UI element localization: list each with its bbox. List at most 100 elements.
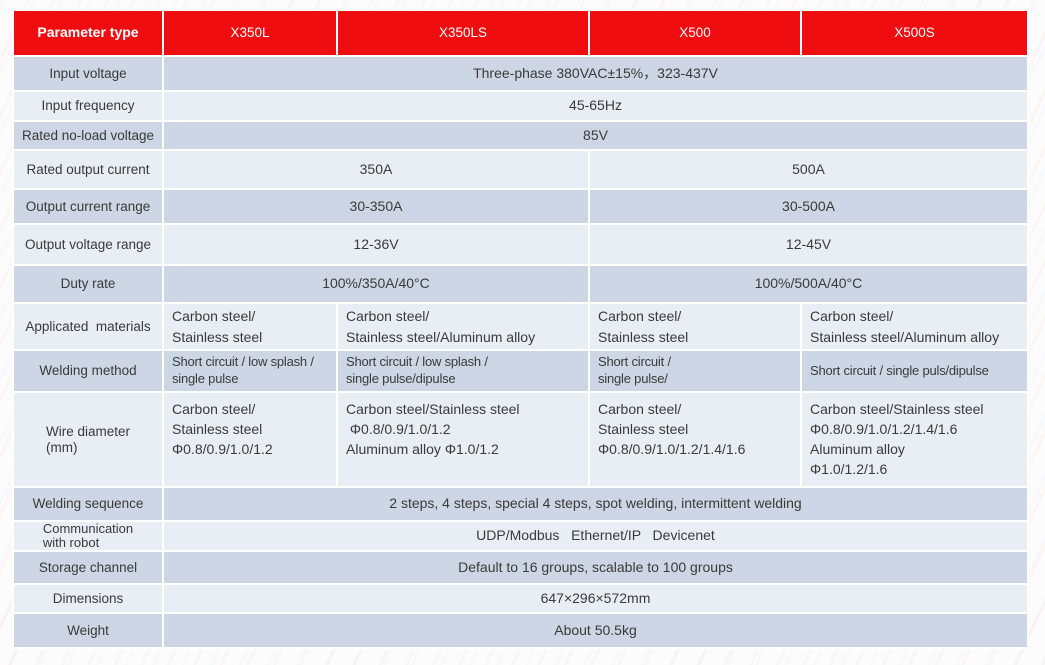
spec-value: Short circuit / low splash / single puls… [172,354,314,386]
spec-value: 350A [359,160,393,177]
param-label-cell: Storage channel [14,552,162,584]
spec-value-cell: 647×296×572mm [164,585,1027,613]
row-output-current-range: Output current range 30-350A 30-500A [14,190,1027,223]
spec-value-cell-500: 12-45V [590,225,1027,264]
param-label: Dimensions [52,590,124,606]
spec-value: Carbon steel/Stainless steel Φ0.8/0.9/1.… [346,401,520,457]
param-label-cell: Rated no-load voltage [14,122,162,149]
spec-value: Three-phase 380VAC±15%，323-437V [473,64,718,81]
spec-value: 100%/350A/40°C [322,275,430,292]
spec-value-cell: 85V [164,122,1027,149]
table-header-row: Parameter type X350L X350LS X500 X500S [14,11,1027,55]
row-input-voltage: Input voltage Three-phase 380VAC±15%，323… [14,57,1027,90]
param-label: Rated no-load voltage [21,127,155,143]
header-model-x500: X500 [590,11,800,55]
spec-value-cell: Three-phase 380VAC±15%，323-437V [164,57,1027,90]
spec-value-cell-x500: Carbon steel/ Stainless steel Φ0.8/0.9/1… [590,393,800,486]
spec-value-cell-x350ls: Carbon steel/ Stainless steel/Aluminum a… [338,304,588,349]
param-label: Communication with robot [42,522,134,551]
row-storage-channel: Storage channel Default to 16 groups, sc… [14,552,1027,584]
spec-value-cell-x500s: Carbon steel/Stainless steel Φ0.8/0.9/1.… [802,393,1027,486]
spec-value: 100%/500A/40°C [754,275,863,292]
spec-value: Short circuit / low splash / single puls… [346,354,488,386]
header-parameter-type: Parameter type [14,11,162,55]
spec-value: 85V [583,126,608,143]
param-label: Output voltage range [24,236,152,252]
spec-value-cell-350: 30-350A [164,190,588,223]
spec-value: 500A [792,160,825,177]
spec-value-cell-x500s: Short circuit / single puls/dipulse [802,351,1027,391]
param-label-cell: Welding method [14,351,162,391]
spec-value: 12-36V [353,235,399,252]
row-rated-no-load-voltage: Rated no-load voltage 85V [14,122,1027,149]
param-label-cell: Rated output current [14,151,162,188]
param-label-cell: Dimensions [14,585,162,613]
spec-value-cell-x350l: Carbon steel/ Stainless steel Φ0.8/0.9/1… [164,393,336,486]
spec-value: Short circuit / single puls/dipulse [810,362,989,378]
spec-value-cell: Default to 16 groups, scalable to 100 gr… [164,552,1027,584]
param-label: Rated output current [26,161,150,177]
row-wire-diameter: Wire diameter (mm) Carbon steel/ Stainle… [14,393,1027,486]
param-label: Storage channel [38,559,138,575]
spec-value-cell-x500: Carbon steel/ Stainless steel [590,304,800,349]
spec-value-cell-x350l: Carbon steel/ Stainless steel [164,304,336,349]
spec-value: 45-65Hz [569,97,622,114]
spec-value-cell: 45-65Hz [164,92,1027,120]
spec-value: About 50.5kg [554,621,637,638]
row-dimensions: Dimensions 647×296×572mm [14,585,1027,613]
param-label-cell: Wire diameter (mm) [14,393,162,486]
spec-value-cell-x500: Short circuit / single pulse/ [590,351,800,391]
spec-value: 12-45V [785,235,832,252]
param-label: Duty rate [60,276,116,292]
header-model-x500-label: X500 [679,24,711,40]
param-label: Welding method [39,363,137,379]
spec-value-cell-350: 350A [164,151,588,188]
spec-value-cell-350: 12-36V [164,225,588,264]
param-label-cell: Duty rate [14,266,162,302]
param-label: Input frequency [41,98,135,114]
param-label-cell: Applicated materials [14,304,162,349]
spec-value: 2 steps, 4 steps, special 4 steps, spot … [389,495,802,512]
spec-value: Carbon steel/Stainless steel Φ0.8/0.9/1.… [810,401,984,477]
spec-value: Carbon steel/ Stainless steel Φ0.8/0.9/1… [172,401,273,457]
row-welding-method: Welding method Short circuit / low splas… [14,351,1027,391]
param-label-cell: Communication with robot [14,522,162,551]
param-label-cell: Welding sequence [14,488,162,520]
spec-value-cell-500: 30-500A [590,190,1027,223]
row-duty-rate: Duty rate 100%/350A/40°C 100%/500A/40°C [14,266,1027,302]
spec-value: UDP/Modbus Ethernet/IP Devicenet [476,527,715,544]
parameter-spec-table: Parameter type X350L X350LS X500 X500S I… [12,9,1029,650]
spec-value: 30-350A [349,197,403,214]
spec-value: Carbon steel/ Stainless steel Φ0.8/0.9/1… [598,401,746,457]
spec-value-cell: 2 steps, 4 steps, special 4 steps, spot … [164,488,1027,520]
row-communication-with-robot: Communication with robot UDP/Modbus Ethe… [14,522,1027,551]
row-welding-sequence: Welding sequence 2 steps, 4 steps, speci… [14,488,1027,520]
spec-value: 30-500A [782,197,835,214]
header-model-x350ls: X350LS [338,11,588,55]
header-model-x500s: X500S [802,11,1027,55]
param-label: Weight [67,622,109,638]
param-label: Wire diameter (mm) [45,423,131,455]
param-label: Input voltage [49,65,127,81]
row-applicated-materials: Applicated materials Carbon steel/ Stain… [14,304,1027,349]
spec-value-cell-500: 100%/500A/40°C [590,266,1027,302]
spec-value-cell: UDP/Modbus Ethernet/IP Devicenet [164,522,1027,551]
param-label-cell: Output current range [14,190,162,223]
spec-value-cell-500: 500A [590,151,1027,188]
spec-value-cell-350: 100%/350A/40°C [164,266,588,302]
param-label: Output current range [25,198,151,214]
param-label-cell: Weight [14,614,162,648]
spec-value-cell-x350ls: Carbon steel/Stainless steel Φ0.8/0.9/1.… [338,393,588,486]
param-label-cell: Output voltage range [14,225,162,264]
spec-value: Carbon steel/ Stainless steel [172,307,263,345]
header-model-x350l-label: X350L [230,24,270,40]
spec-value: 647×296×572mm [540,589,651,606]
header-parameter-type-label: Parameter type [37,24,139,41]
spec-value: Carbon steel/ Stainless steel/Aluminum a… [810,307,1000,345]
spec-value-cell-x500s: Carbon steel/ Stainless steel/Aluminum a… [802,304,1027,349]
spec-value: Carbon steel/ Stainless steel/Aluminum a… [346,307,536,345]
row-output-voltage-range: Output voltage range 12-36V 12-45V [14,225,1027,264]
row-rated-output-current: Rated output current 350A 500A [14,151,1027,188]
param-label-cell: Input voltage [14,57,162,90]
spec-value: Short circuit / single pulse/ [598,354,671,386]
